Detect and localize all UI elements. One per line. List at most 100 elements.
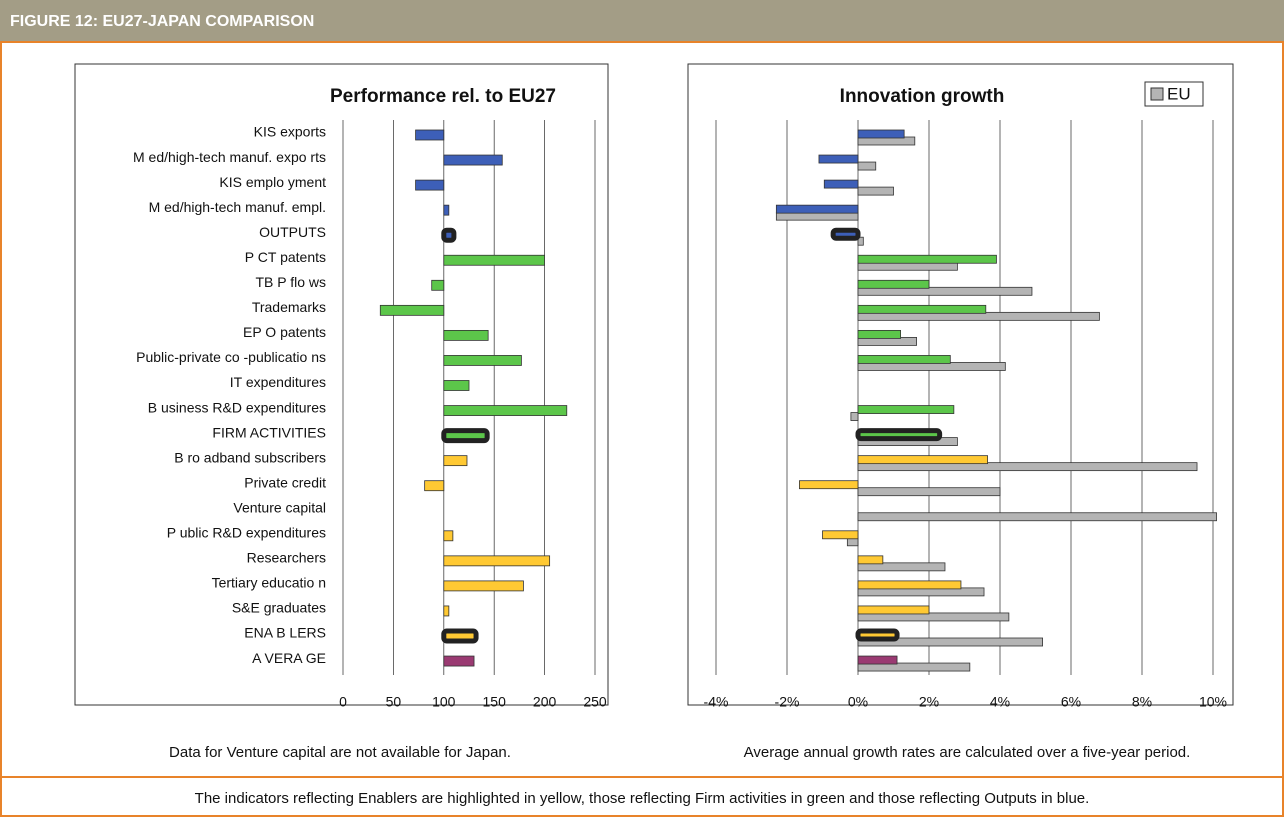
header-bar bbox=[0, 0, 1284, 42]
legend-swatch bbox=[1150, 87, 1164, 101]
bar bbox=[443, 380, 470, 391]
bar bbox=[857, 405, 955, 414]
bar bbox=[443, 355, 522, 366]
x-tick-label: 10% bbox=[1199, 694, 1227, 710]
x-tick-label: 0 bbox=[339, 694, 347, 710]
bar bbox=[855, 628, 900, 642]
footnote: The indicators reflecting Enablers are h… bbox=[195, 790, 1090, 807]
chart-note: Average annual growth rates are calculat… bbox=[744, 744, 1191, 761]
category-label: Trademarks bbox=[252, 299, 326, 315]
bar bbox=[857, 304, 987, 314]
bar bbox=[857, 512, 1217, 522]
bar bbox=[443, 555, 551, 567]
bar bbox=[857, 329, 901, 339]
category-label: FIRM ACTIVITIES bbox=[212, 424, 326, 440]
bar bbox=[857, 186, 894, 196]
bar bbox=[857, 286, 1033, 296]
bar bbox=[857, 355, 951, 364]
category-label: Tertiary educatio n bbox=[212, 575, 326, 591]
category-label: Researchers bbox=[247, 550, 326, 566]
chart-frame bbox=[687, 63, 1234, 706]
bar bbox=[857, 562, 946, 572]
bar bbox=[441, 628, 479, 644]
bar bbox=[424, 480, 445, 492]
x-tick-label: 100 bbox=[432, 694, 456, 710]
x-tick-label: 50 bbox=[386, 694, 402, 710]
category-label: EP O patents bbox=[243, 324, 326, 340]
x-tick-label: 250 bbox=[583, 694, 607, 710]
bar bbox=[799, 480, 859, 490]
bar bbox=[857, 161, 877, 171]
category-label: ENA B LERS bbox=[244, 625, 326, 641]
bar bbox=[443, 154, 503, 166]
category-label: B usiness R&D expenditures bbox=[148, 399, 326, 415]
bar bbox=[443, 655, 475, 667]
bar bbox=[857, 580, 962, 590]
bar bbox=[443, 530, 454, 542]
bar bbox=[857, 236, 864, 246]
bar bbox=[415, 129, 445, 141]
category-label: S&E graduates bbox=[232, 600, 326, 616]
bar bbox=[431, 279, 445, 291]
bar bbox=[857, 655, 898, 665]
bar bbox=[857, 637, 1044, 647]
bar bbox=[855, 428, 943, 442]
bar bbox=[443, 455, 468, 467]
bar bbox=[443, 254, 545, 266]
bar bbox=[441, 227, 457, 243]
bar bbox=[443, 204, 450, 216]
category-label: P ublic R&D expenditures bbox=[167, 525, 326, 541]
bar bbox=[818, 154, 859, 164]
category-label: TB P flo ws bbox=[255, 274, 326, 290]
category-label: KIS emplo yment bbox=[219, 174, 326, 190]
bar bbox=[857, 455, 988, 465]
legend-label: EU bbox=[1167, 84, 1191, 103]
category-label: M ed/high-tech manuf. expo rts bbox=[133, 149, 326, 165]
category-label: B ro adband subscribers bbox=[174, 449, 326, 465]
bar bbox=[822, 530, 859, 540]
bar bbox=[850, 412, 859, 421]
category-label: Private credit bbox=[244, 474, 326, 490]
bar bbox=[857, 279, 930, 289]
x-tick-label: 150 bbox=[483, 694, 507, 710]
chart-frame bbox=[74, 63, 609, 706]
chart-note: Data for Venture capital are not availab… bbox=[169, 744, 511, 761]
bar bbox=[823, 179, 859, 189]
x-tick-label: 200 bbox=[533, 694, 557, 710]
category-label: A VERA GE bbox=[252, 650, 326, 666]
x-tick-label: 2% bbox=[919, 694, 939, 710]
x-tick-label: -2% bbox=[775, 694, 800, 710]
x-tick-label: 0% bbox=[848, 694, 868, 710]
chart-title: Innovation growth bbox=[840, 86, 1005, 107]
x-tick-label: 4% bbox=[990, 694, 1010, 710]
bar bbox=[443, 405, 568, 416]
bar bbox=[830, 227, 861, 241]
category-label: KIS exports bbox=[254, 124, 326, 140]
x-tick-label: 8% bbox=[1132, 694, 1152, 710]
x-tick-label: -4% bbox=[704, 694, 729, 710]
category-label: OUTPUTS bbox=[259, 224, 326, 240]
bar bbox=[857, 555, 884, 565]
category-label: Venture capital bbox=[233, 499, 326, 515]
x-tick-label: 6% bbox=[1061, 694, 1081, 710]
category-label: M ed/high-tech manuf. empl. bbox=[149, 199, 326, 215]
bar bbox=[857, 462, 1198, 472]
bar bbox=[775, 204, 859, 214]
category-label: Public-private co -publicatio ns bbox=[136, 349, 326, 365]
bar bbox=[857, 487, 1001, 497]
bar bbox=[379, 304, 445, 316]
bar bbox=[857, 129, 905, 139]
bar bbox=[857, 605, 930, 615]
bar bbox=[857, 662, 971, 672]
bar bbox=[857, 612, 1010, 622]
bar bbox=[415, 179, 445, 191]
header-title: FIGURE 12: EU27-JAPAN COMPARISON bbox=[10, 13, 314, 30]
bar bbox=[857, 254, 997, 264]
bar bbox=[443, 580, 524, 592]
bar bbox=[443, 329, 489, 341]
chart-title: Performance rel. to EU27 bbox=[330, 86, 556, 107]
bar bbox=[441, 428, 490, 444]
category-label: P CT patents bbox=[245, 249, 326, 265]
